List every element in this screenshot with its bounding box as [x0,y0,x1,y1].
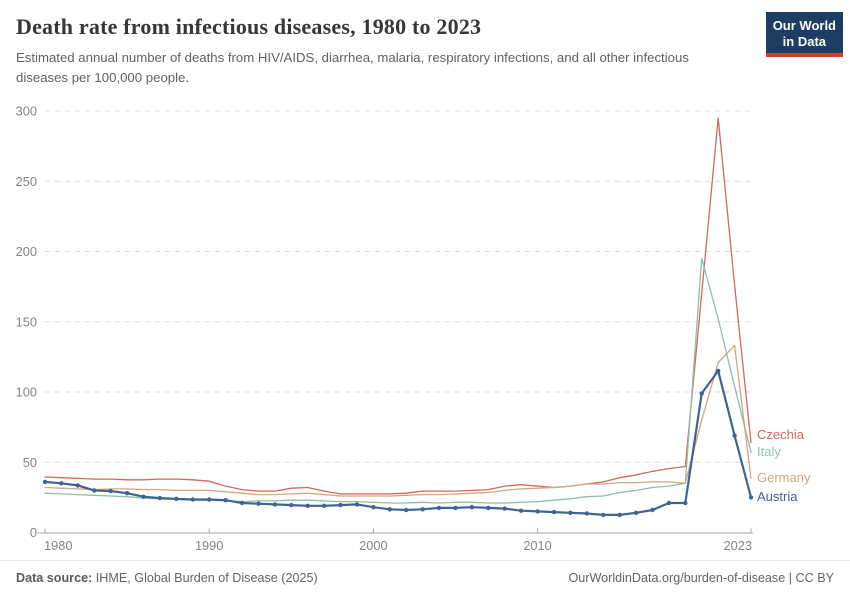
data-point-austria[interactable] [59,481,64,486]
data-point-austria[interactable] [617,512,622,518]
data-point-austria[interactable] [289,502,294,508]
data-point-austria[interactable] [92,488,97,493]
data-point-austria[interactable] [387,507,392,512]
data-point-austria[interactable] [453,505,458,511]
owid-logo[interactable]: Our World in Data [765,12,843,58]
data-point-austria[interactable] [633,510,639,515]
y-axis-tick-label: 300 [16,104,37,119]
y-axis-tick-label: 0 [30,525,37,540]
data-point-austria[interactable] [42,479,48,485]
legend-label-czechia[interactable]: Czechia [757,427,804,442]
legend-label-italy[interactable]: Italy [757,444,781,459]
data-source-note: Data source: IHME, Global Burden of Dise… [16,571,318,585]
data-point-austria[interactable] [535,509,540,514]
data-point-austria[interactable] [256,501,261,506]
data-source-text: IHME, Global Burden of Disease (2025) [92,571,318,585]
series-line-czechia[interactable] [44,117,752,495]
data-point-austria[interactable] [683,500,688,506]
data-point-austria[interactable] [502,506,507,511]
owid-logo-line1: Our World [772,18,836,33]
data-point-austria[interactable] [568,510,573,515]
data-point-austria[interactable] [748,495,754,500]
data-point-austria[interactable] [469,505,475,510]
data-point-austria[interactable] [436,505,442,511]
data-point-austria[interactable] [584,511,589,516]
x-axis-tick-label: 1980 [44,538,72,553]
data-point-austria[interactable] [239,500,245,506]
x-axis-tick-label: 1990 [195,538,223,553]
legend-label-germany[interactable]: Germany [757,470,811,485]
y-axis-tick-label: 100 [16,385,37,400]
data-point-austria[interactable] [551,509,557,515]
data-point-austria[interactable] [650,507,655,513]
y-axis-tick-label: 150 [16,314,37,329]
data-point-austria[interactable] [354,502,360,507]
data-point-austria[interactable] [141,494,146,499]
x-axis-tick-label: 2023 [724,538,752,553]
chart-subtitle: Estimated annual number of deaths from H… [16,50,689,85]
y-axis-tick-label: 50 [23,455,37,470]
data-point-austria[interactable] [338,502,343,508]
data-point-austria[interactable] [207,497,212,502]
data-point-austria[interactable] [75,483,81,488]
data-point-austria[interactable] [272,502,278,507]
data-point-austria[interactable] [223,498,228,503]
data-point-austria[interactable] [321,503,327,508]
data-point-austria[interactable] [666,500,672,506]
data-point-austria[interactable] [404,507,409,513]
x-axis-tick-label: 2010 [523,538,551,553]
data-point-austria[interactable] [699,391,704,396]
y-axis-tick-label: 250 [16,174,37,189]
chart-header: Death rate from infectious diseases, 198… [16,14,756,88]
data-point-austria[interactable] [601,512,606,518]
data-point-austria[interactable] [124,491,130,496]
data-point-austria[interactable] [420,507,425,512]
data-point-austria[interactable] [157,495,163,501]
data-source-label: Data source: [16,571,93,585]
legend-label-austria[interactable]: Austria [757,489,798,504]
data-point-austria[interactable] [305,503,310,508]
data-point-austria[interactable] [190,497,195,502]
data-point-austria[interactable] [371,505,376,510]
owid-logo-line2: in Data [782,33,827,49]
x-axis-tick-label: 2000 [359,538,387,553]
owid-link[interactable]: OurWorldinData.org/burden-of-disease | C… [568,571,834,585]
data-point-austria[interactable] [518,508,524,513]
data-point-austria[interactable] [108,488,113,494]
chart-footer: Data source: IHME, Global Burden of Dise… [0,560,850,585]
data-point-austria[interactable] [486,505,491,511]
data-point-austria[interactable] [716,368,721,374]
series-line-austria[interactable] [43,369,753,517]
data-point-austria[interactable] [732,433,737,438]
y-axis-tick-label: 200 [16,244,37,259]
series-line-italy[interactable] [44,257,752,504]
series-line-germany[interactable] [44,344,752,497]
page-title: Death rate from infectious diseases, 198… [16,14,482,39]
data-point-austria[interactable] [174,496,179,501]
